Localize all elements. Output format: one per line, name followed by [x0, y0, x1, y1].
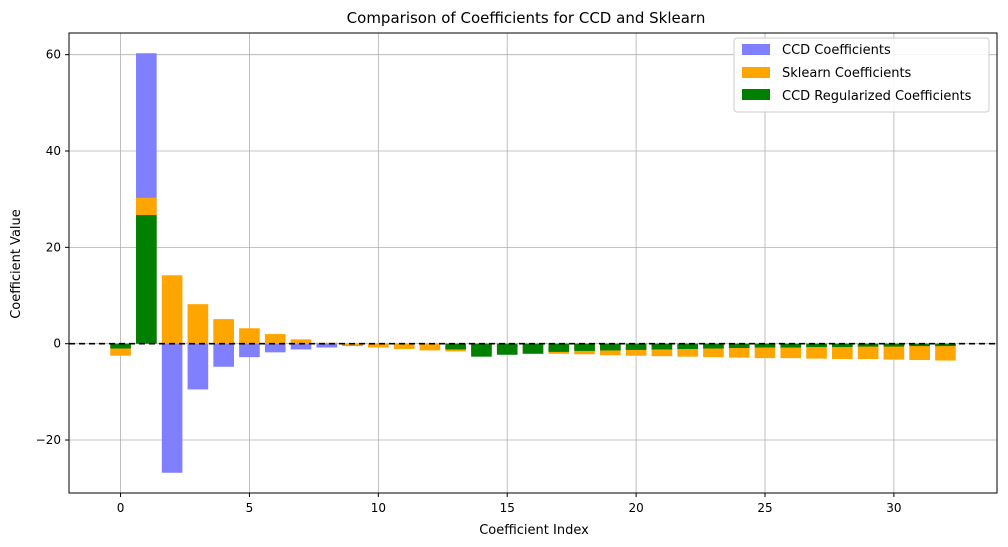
- x-tick-label: 20: [628, 501, 643, 515]
- bar-series-2-index-16: [522, 343, 544, 354]
- bar-series-1-index-7: [290, 339, 312, 344]
- bar-series-1-index-10: [368, 343, 389, 348]
- legend-swatch-ccd: [742, 44, 770, 55]
- bar-series-0-index-8: [316, 343, 338, 348]
- x-tick-label: 15: [500, 501, 515, 515]
- bar-series-0-index-5: [239, 343, 260, 358]
- bar-series-2-index-19: [600, 343, 621, 351]
- bar-series-1-index-31: [909, 343, 930, 361]
- bar-series-1-index-4: [213, 319, 234, 344]
- y-tick-label: −20: [36, 433, 61, 447]
- bar-series-2-index-20: [625, 343, 647, 350]
- y-tick-label: 60: [46, 48, 61, 62]
- x-tick-label: 25: [757, 501, 772, 515]
- bar-series-1-index-5: [239, 328, 260, 344]
- legend: CCD Coefficients Sklearn Coefficients CC…: [733, 37, 990, 113]
- bar-series-1-index-11: [393, 343, 415, 349]
- bar-series-2-index-31: [909, 343, 930, 347]
- bar-series-2-index-30: [883, 343, 905, 347]
- bar-series-2-index-18: [574, 343, 595, 351]
- bar-series-2-index-32: [935, 343, 956, 347]
- legend-swatch-ccd-regularized: [742, 89, 770, 100]
- y-axis-label: Coefficient Value: [9, 209, 24, 319]
- bar-series-2-index-27: [806, 343, 827, 348]
- bar-series-2-index-15: [496, 343, 518, 355]
- y-tick-label: 20: [46, 240, 61, 254]
- x-tick-label: 10: [371, 501, 386, 515]
- bar-series-2-index-24: [728, 343, 750, 349]
- bar-series-1-index-9: [342, 343, 363, 346]
- bar-series-2-index-13: [445, 343, 466, 350]
- legend-box: [733, 37, 990, 113]
- x-axis-label: Coefficient Index: [479, 523, 589, 538]
- bar-series-2-index-25: [754, 343, 776, 348]
- bar-series-2-index-23: [703, 343, 724, 349]
- legend-label-sklearn: Sklearn Coefficients: [782, 66, 912, 81]
- bar-series-1-index-32: [935, 343, 956, 361]
- bar-series-0-index-6: [264, 343, 286, 353]
- bar-series-1-index-12: [419, 343, 441, 351]
- bar-series-1-index-28: [832, 343, 853, 360]
- bar-series-2-index-14: [471, 343, 492, 357]
- bar-series-2-index-1: [136, 215, 157, 344]
- bar-series-2-index-26: [780, 343, 802, 348]
- bar-series-2-index-17: [548, 343, 570, 352]
- bar-series-1-index-8: [316, 342, 338, 344]
- bar-series-0-index-3: [187, 343, 209, 390]
- bar-series-2-index-22: [677, 343, 698, 349]
- bar-series-1-index-30: [883, 343, 905, 360]
- bar-series-1-index-6: [264, 334, 286, 344]
- legend-label-ccd-regularized: CCD Regularized Coefficients: [782, 89, 972, 104]
- x-tick-label: 30: [886, 501, 901, 515]
- bar-series-0-index-2: [161, 343, 183, 473]
- plot-frame: [68, 32, 998, 494]
- bar-series-1-index-29: [857, 343, 879, 360]
- bar-series-2-index-0: [110, 343, 131, 349]
- legend-label-ccd: CCD Coefficients: [782, 43, 891, 58]
- bar-series-2-index-29: [857, 343, 879, 347]
- bar-series-1-index-3: [187, 304, 209, 344]
- x-tick-label: 5: [246, 501, 254, 515]
- bar-series-1-index-27: [806, 343, 827, 359]
- legend-swatch-sklearn: [742, 67, 770, 78]
- axes-frame: [68, 32, 998, 494]
- chart-title: Comparison of Coefficients for CCD and S…: [347, 9, 706, 27]
- ticks: 0 5 10 15 20 25 30 −20 0 20 40 60: [36, 48, 902, 515]
- y-tick-label: 0: [53, 337, 61, 351]
- bar-series-2-index-21: [651, 343, 673, 350]
- bar-series-0-index-7: [290, 343, 312, 350]
- bar-series-2-index-28: [832, 343, 853, 348]
- x-tick-label: 0: [117, 501, 125, 515]
- y-tick-label: 40: [46, 144, 61, 158]
- bar-series-0-index-4: [213, 343, 234, 367]
- bar-series-1-index-2: [161, 275, 183, 344]
- bars: [110, 53, 956, 473]
